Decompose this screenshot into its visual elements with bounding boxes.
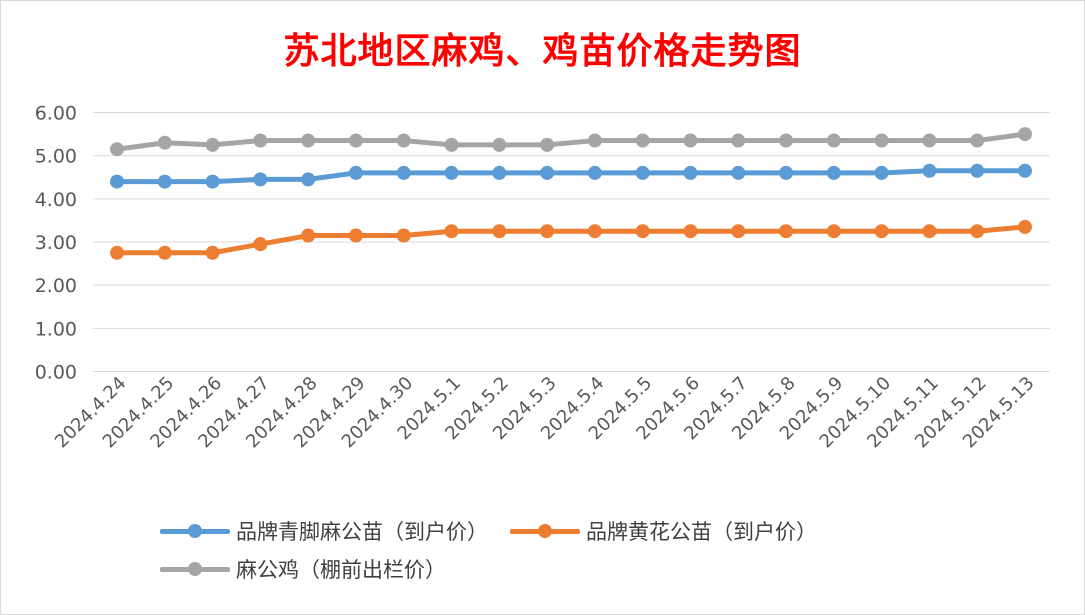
data-point	[157, 135, 172, 150]
data-point	[492, 224, 507, 239]
data-point	[348, 165, 363, 180]
x-axis-ticks: 2024.4.242024.4.252024.4.262024.4.272024…	[51, 373, 1039, 453]
legend: 品牌青脚麻公苗（到户价） 品牌黄花公苗（到户价） 麻公鸡（棚前出栏价）	[160, 512, 960, 588]
data-point	[253, 133, 268, 148]
data-point	[205, 174, 220, 189]
data-point	[301, 133, 316, 148]
data-point	[348, 228, 363, 243]
series-0	[110, 163, 1032, 189]
data-point	[874, 165, 889, 180]
data-point	[205, 137, 220, 152]
data-point	[826, 165, 841, 180]
legend-item-series-1: 品牌黄花公苗（到户价）	[510, 516, 817, 546]
data-point	[157, 174, 172, 189]
data-point	[683, 133, 698, 148]
data-point	[1018, 163, 1032, 178]
y-tick-label: 0.00	[35, 362, 77, 384]
data-point	[348, 133, 363, 148]
data-point	[205, 245, 220, 260]
y-tick-label: 1.00	[35, 318, 77, 340]
data-point	[970, 133, 985, 148]
data-point	[683, 224, 698, 239]
legend-label-0: 品牌青脚麻公苗（到户价）	[236, 520, 488, 544]
data-point	[779, 224, 794, 239]
data-point	[492, 137, 507, 152]
legend-item-series-0: 品牌青脚麻公苗（到户价）	[160, 516, 488, 546]
data-point	[492, 165, 507, 180]
data-point	[444, 224, 459, 239]
chart-title: 苏北地区麻鸡、鸡苗价格走势图	[283, 30, 802, 72]
data-point	[396, 228, 411, 243]
data-point	[731, 133, 746, 148]
data-point	[587, 165, 602, 180]
data-point	[731, 224, 746, 239]
legend-swatch-1	[510, 521, 580, 541]
data-point	[1018, 219, 1032, 234]
data-point	[444, 137, 459, 152]
data-point	[635, 165, 650, 180]
legend-item-series-2: 麻公鸡（棚前出栏价）	[160, 554, 446, 584]
data-point	[922, 224, 937, 239]
series-2	[110, 127, 1032, 157]
data-point	[779, 165, 794, 180]
data-point	[970, 163, 985, 178]
data-point	[874, 224, 889, 239]
data-point	[635, 133, 650, 148]
legend-label-2: 麻公鸡（棚前出栏价）	[236, 558, 446, 582]
data-point	[683, 165, 698, 180]
legend-swatch-0	[160, 521, 230, 541]
gridlines	[93, 112, 1050, 372]
y-tick-label: 5.00	[35, 146, 77, 168]
legend-label-1: 品牌黄花公苗（到户价）	[586, 520, 817, 544]
data-point	[110, 245, 124, 260]
data-point	[635, 224, 650, 239]
data-point	[110, 142, 124, 157]
data-point	[874, 133, 889, 148]
data-point	[157, 245, 172, 260]
data-point	[922, 163, 937, 178]
series-line-1	[114, 224, 1028, 256]
series-line-0	[114, 168, 1028, 185]
data-point	[301, 228, 316, 243]
data-point	[110, 174, 124, 189]
legend-swatch-2	[160, 559, 230, 579]
data-point	[396, 133, 411, 148]
data-point	[826, 133, 841, 148]
series-lines	[110, 127, 1032, 260]
data-point	[253, 172, 268, 187]
data-point	[731, 165, 746, 180]
data-point	[540, 224, 555, 239]
data-point	[970, 224, 985, 239]
series-line-2	[114, 131, 1028, 152]
y-tick-label: 4.00	[35, 189, 77, 211]
data-point	[540, 137, 555, 152]
data-point	[301, 172, 316, 187]
series-1	[110, 219, 1032, 260]
data-point	[779, 133, 794, 148]
data-point	[444, 165, 459, 180]
data-point	[587, 133, 602, 148]
y-tick-label: 6.00	[35, 103, 77, 125]
data-point	[1018, 127, 1032, 142]
data-point	[922, 133, 937, 148]
y-tick-label: 3.00	[35, 232, 77, 254]
data-point	[253, 237, 268, 252]
data-point	[826, 224, 841, 239]
data-point	[396, 165, 411, 180]
data-point	[540, 165, 555, 180]
y-tick-label: 2.00	[35, 275, 77, 297]
data-point	[587, 224, 602, 239]
y-axis-ticks: 0.00 1.00 2.00 3.00 4.00 5.00 6.00	[35, 103, 77, 384]
